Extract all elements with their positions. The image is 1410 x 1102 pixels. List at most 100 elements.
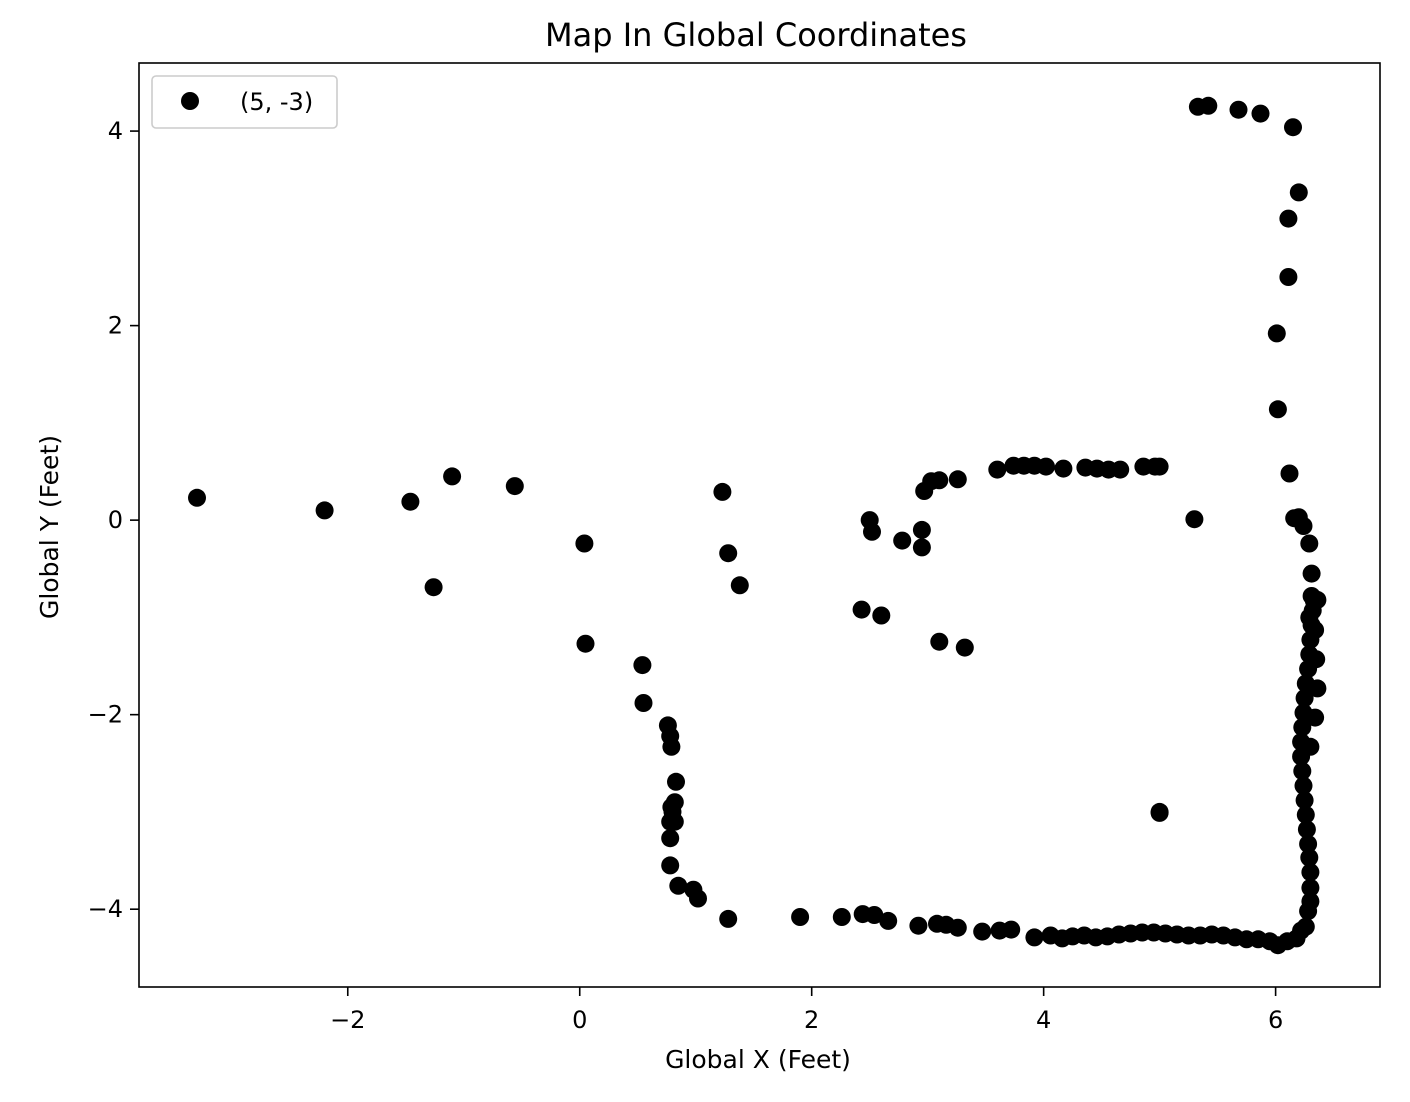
scatter-point [912, 538, 931, 557]
scatter-point [912, 520, 931, 539]
plot-frame [138, 62, 1381, 988]
scatter-point [1150, 457, 1169, 476]
scatter-point [852, 600, 871, 619]
x-tick-label: 6 [1268, 1006, 1283, 1034]
chart-title: Map In Global Coordinates [545, 16, 967, 54]
scatter-point [1279, 268, 1298, 286]
scatter-point [973, 922, 992, 941]
x-tick-label: 0 [572, 1006, 587, 1034]
scatter-point [1054, 459, 1073, 478]
scatter-point [1299, 835, 1318, 853]
scatter-point [1284, 118, 1302, 137]
scatter-point [633, 656, 652, 675]
scatter-point [1185, 510, 1204, 529]
legend: (5, -3) [151, 75, 338, 129]
scatter-point [1267, 324, 1286, 343]
y-tick-label: 0 [108, 506, 123, 534]
scatter-point [1289, 183, 1308, 202]
scatter-point [188, 488, 206, 507]
scatter-point [1300, 608, 1319, 627]
scatter-point [1301, 737, 1320, 756]
scatter-point [661, 856, 680, 875]
scatter-point [661, 829, 680, 848]
scatter-point [634, 694, 653, 712]
scatter-point [872, 606, 891, 625]
scatter-point [1296, 917, 1315, 936]
x-axis-label: Global X (Feet) [665, 1045, 851, 1074]
scatter-point [424, 578, 443, 597]
y-tick-label: 4 [108, 117, 123, 145]
scatter-point [1307, 650, 1326, 669]
scatter-point [669, 876, 688, 895]
scatter-point [1285, 509, 1304, 528]
y-tick-label: −4 [88, 895, 123, 923]
scatter-point [1301, 878, 1320, 897]
scatter-point [930, 471, 949, 490]
y-axis-label: Global Y (Feet) [35, 435, 64, 619]
x-tick-label: −2 [330, 1006, 365, 1034]
scatter-point [832, 908, 851, 926]
scatter-point [1280, 464, 1299, 483]
legend-label: (5, -3) [240, 88, 313, 116]
scatter-point [505, 477, 524, 496]
scatter-point [661, 812, 680, 831]
scatter-point [443, 467, 462, 486]
scatter-point [1279, 209, 1298, 228]
scatter-point [662, 798, 681, 817]
scatter-point [865, 906, 884, 924]
scatter-point [1297, 820, 1316, 839]
y-tick-label: 2 [108, 312, 123, 340]
scatter-point [401, 492, 420, 511]
scatter-point [1025, 928, 1044, 947]
scatter-point [1037, 457, 1055, 476]
scatter-point [1302, 564, 1321, 583]
scatter-point [689, 889, 707, 908]
scatter-point [791, 908, 810, 926]
scatter-point [1294, 776, 1313, 795]
scatter-point [948, 918, 967, 937]
scatter-point [1229, 100, 1248, 119]
legend-box [151, 75, 338, 129]
scatter-point [1150, 803, 1169, 822]
scatter-point [719, 909, 738, 928]
scatter-point [1251, 104, 1270, 123]
scatter-point [930, 632, 949, 651]
scatter-point [1188, 97, 1207, 116]
scatter-point [955, 638, 974, 657]
scatter-point [575, 534, 594, 553]
scatter-point [719, 544, 738, 563]
scatter-point [1268, 400, 1287, 419]
data-points [188, 96, 1327, 955]
scatter-point [1301, 892, 1320, 911]
scatter-point [1300, 534, 1319, 553]
y-tick-label: −2 [88, 701, 123, 729]
scatter-point [1301, 863, 1320, 882]
scatter-point [315, 501, 334, 520]
scatter-point [1306, 708, 1325, 727]
scatter-point [1295, 791, 1314, 810]
scatter-point [1293, 718, 1312, 737]
scatter-point [1002, 920, 1021, 939]
scatter-point [730, 576, 749, 595]
scatter-point [909, 916, 928, 935]
axes: −2 0 2 4 6 −4 −2 0 2 4 [88, 117, 1284, 1034]
scatter-point [1300, 848, 1319, 867]
x-tick-label: 2 [804, 1006, 819, 1034]
scatter-point [948, 470, 967, 489]
scatter-point [662, 737, 681, 756]
scatter-point [667, 772, 685, 791]
scatter-point [1308, 590, 1327, 609]
scatter-point [988, 460, 1007, 479]
scatter-point [1295, 689, 1314, 708]
scatter-point [863, 522, 881, 541]
scatter-point [576, 634, 595, 653]
scatter-point [1308, 679, 1327, 698]
scatter-point [893, 531, 912, 550]
x-tick-label: 4 [1036, 1006, 1051, 1034]
scatter-point [1111, 460, 1130, 479]
scatter-point [1293, 762, 1312, 781]
scatter-point [1296, 805, 1315, 824]
scatter-point [879, 911, 898, 930]
legend-marker [181, 92, 199, 110]
